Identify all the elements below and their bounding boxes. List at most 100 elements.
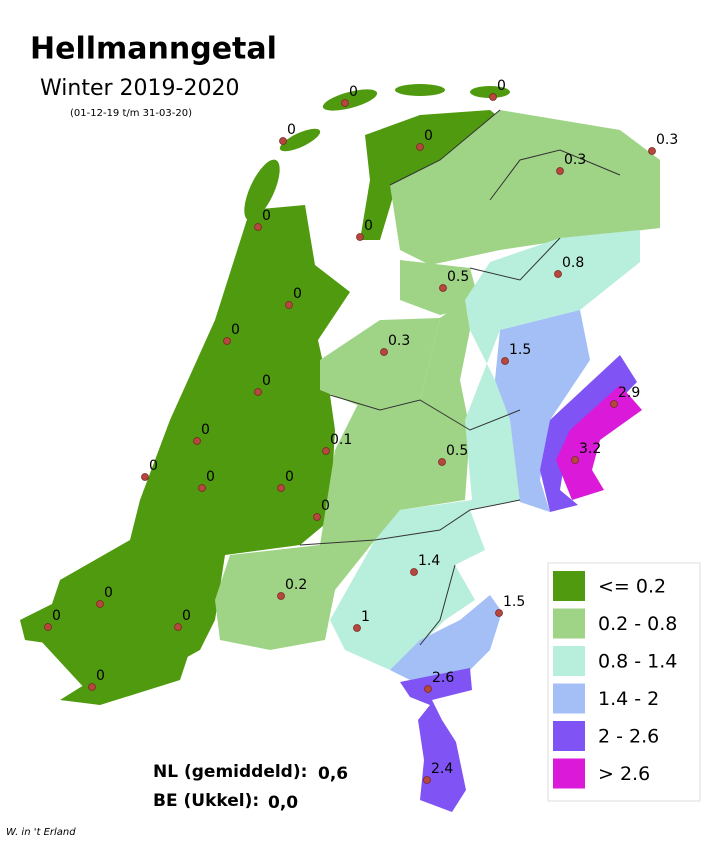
zone [322,89,378,111]
station-dot [285,301,293,309]
station-dot [489,93,497,101]
zone [20,595,130,645]
legend-swatch [553,683,585,714]
legend-label: 1.4 - 2 [598,688,659,710]
station-dot [380,348,388,356]
station-dot [254,388,262,396]
station-value: 0 [182,608,191,624]
station-dot [198,484,206,492]
legend-label: <= 0.2 [598,576,666,598]
legend-label: 0.8 - 1.4 [598,651,677,673]
zone [40,205,350,705]
station-dot [88,683,96,691]
legend-label: > 2.6 [598,763,650,785]
border [329,394,521,431]
station-value: 3.2 [579,441,601,457]
station-value: 0 [149,458,158,474]
zone [320,318,440,410]
zone [400,668,472,812]
border [419,564,456,646]
station-dot [254,223,262,231]
station-value: 2.9 [618,385,640,401]
station-value: 2.4 [431,761,453,777]
borders [299,109,621,646]
station-dot [648,147,656,155]
title: Hellmanngetal [30,32,277,67]
station-value: 0.5 [447,269,469,285]
station-value: 0 [104,585,113,601]
station-dot [495,609,503,617]
zone [60,650,190,705]
station-dot [141,473,149,481]
station-value: 0.1 [330,432,352,448]
zone [495,310,590,512]
station-value: 0 [364,218,373,234]
station-dot [416,143,424,151]
station-dot [438,458,446,466]
station-value: 0 [52,608,61,624]
station-dot [44,623,52,631]
station-dot [174,623,182,631]
station-value: 0 [321,498,330,514]
stations: 0 0 0 0 0.3 0.3 0 0 0.5 0.8 0 0 0.3 1.5 0 2.9 0 0.1 0.5 3.2… [44,78,678,784]
station-dot [322,447,330,455]
station-value: 1 [361,609,370,625]
legend-label: 2 - 2.6 [598,726,659,748]
station-value: 0 [262,373,271,389]
station-dot [277,592,285,600]
map-zones [20,84,660,812]
legend-swatch [553,721,585,751]
station-dot [341,99,349,107]
station-value: 0 [231,322,240,338]
legend-swatch [553,758,585,789]
zone [320,300,470,545]
station-value: 0.3 [564,152,586,168]
station-dot [313,513,321,521]
zone [470,86,510,98]
station-value: 0 [285,469,294,485]
zone [395,84,445,96]
station-value: 0 [206,469,215,485]
station-value: 1.5 [509,342,531,358]
station-dot [610,400,618,408]
station-dot [423,776,431,784]
station-dot [554,270,562,278]
station-dot [193,437,201,445]
station-value: 0 [349,84,358,100]
station-value: 0 [201,422,210,438]
legend-swatch [553,608,585,639]
border [489,149,621,201]
station-value: 2.6 [432,670,454,686]
legend-swatch [553,646,585,676]
station-value: 0 [293,286,302,302]
zone [279,128,321,152]
station-dot [353,624,361,632]
summary-label: BE (Ukkel): [153,791,259,811]
station-dot [410,568,418,576]
station-dot [439,284,447,292]
station-value: 0 [262,208,271,224]
station-value: 0.3 [388,333,410,349]
station-dot [501,357,509,365]
station-dot [279,137,287,145]
subtitle: Winter 2019-2020 [40,76,239,101]
zone [390,110,660,265]
station-value: 0 [497,78,506,94]
station-value: 0.3 [656,132,678,148]
border [299,499,521,546]
zone [556,385,642,500]
zone [244,159,280,221]
station-dot [356,233,364,241]
zone [215,540,375,650]
station-dot [571,456,579,464]
summary-label: NL (gemiddeld): [153,762,307,782]
station-dot [556,167,564,175]
border [389,109,501,186]
station-dot [223,337,231,345]
zone [390,595,502,680]
station-value: 1.5 [503,594,525,610]
legend: <= 0.2 0.2 - 0.8 0.8 - 1.4 1.4 - 2 2 - 2.6 > … [553,571,677,789]
legend-swatch [553,571,585,601]
summary-value: 0,6 [318,764,348,784]
